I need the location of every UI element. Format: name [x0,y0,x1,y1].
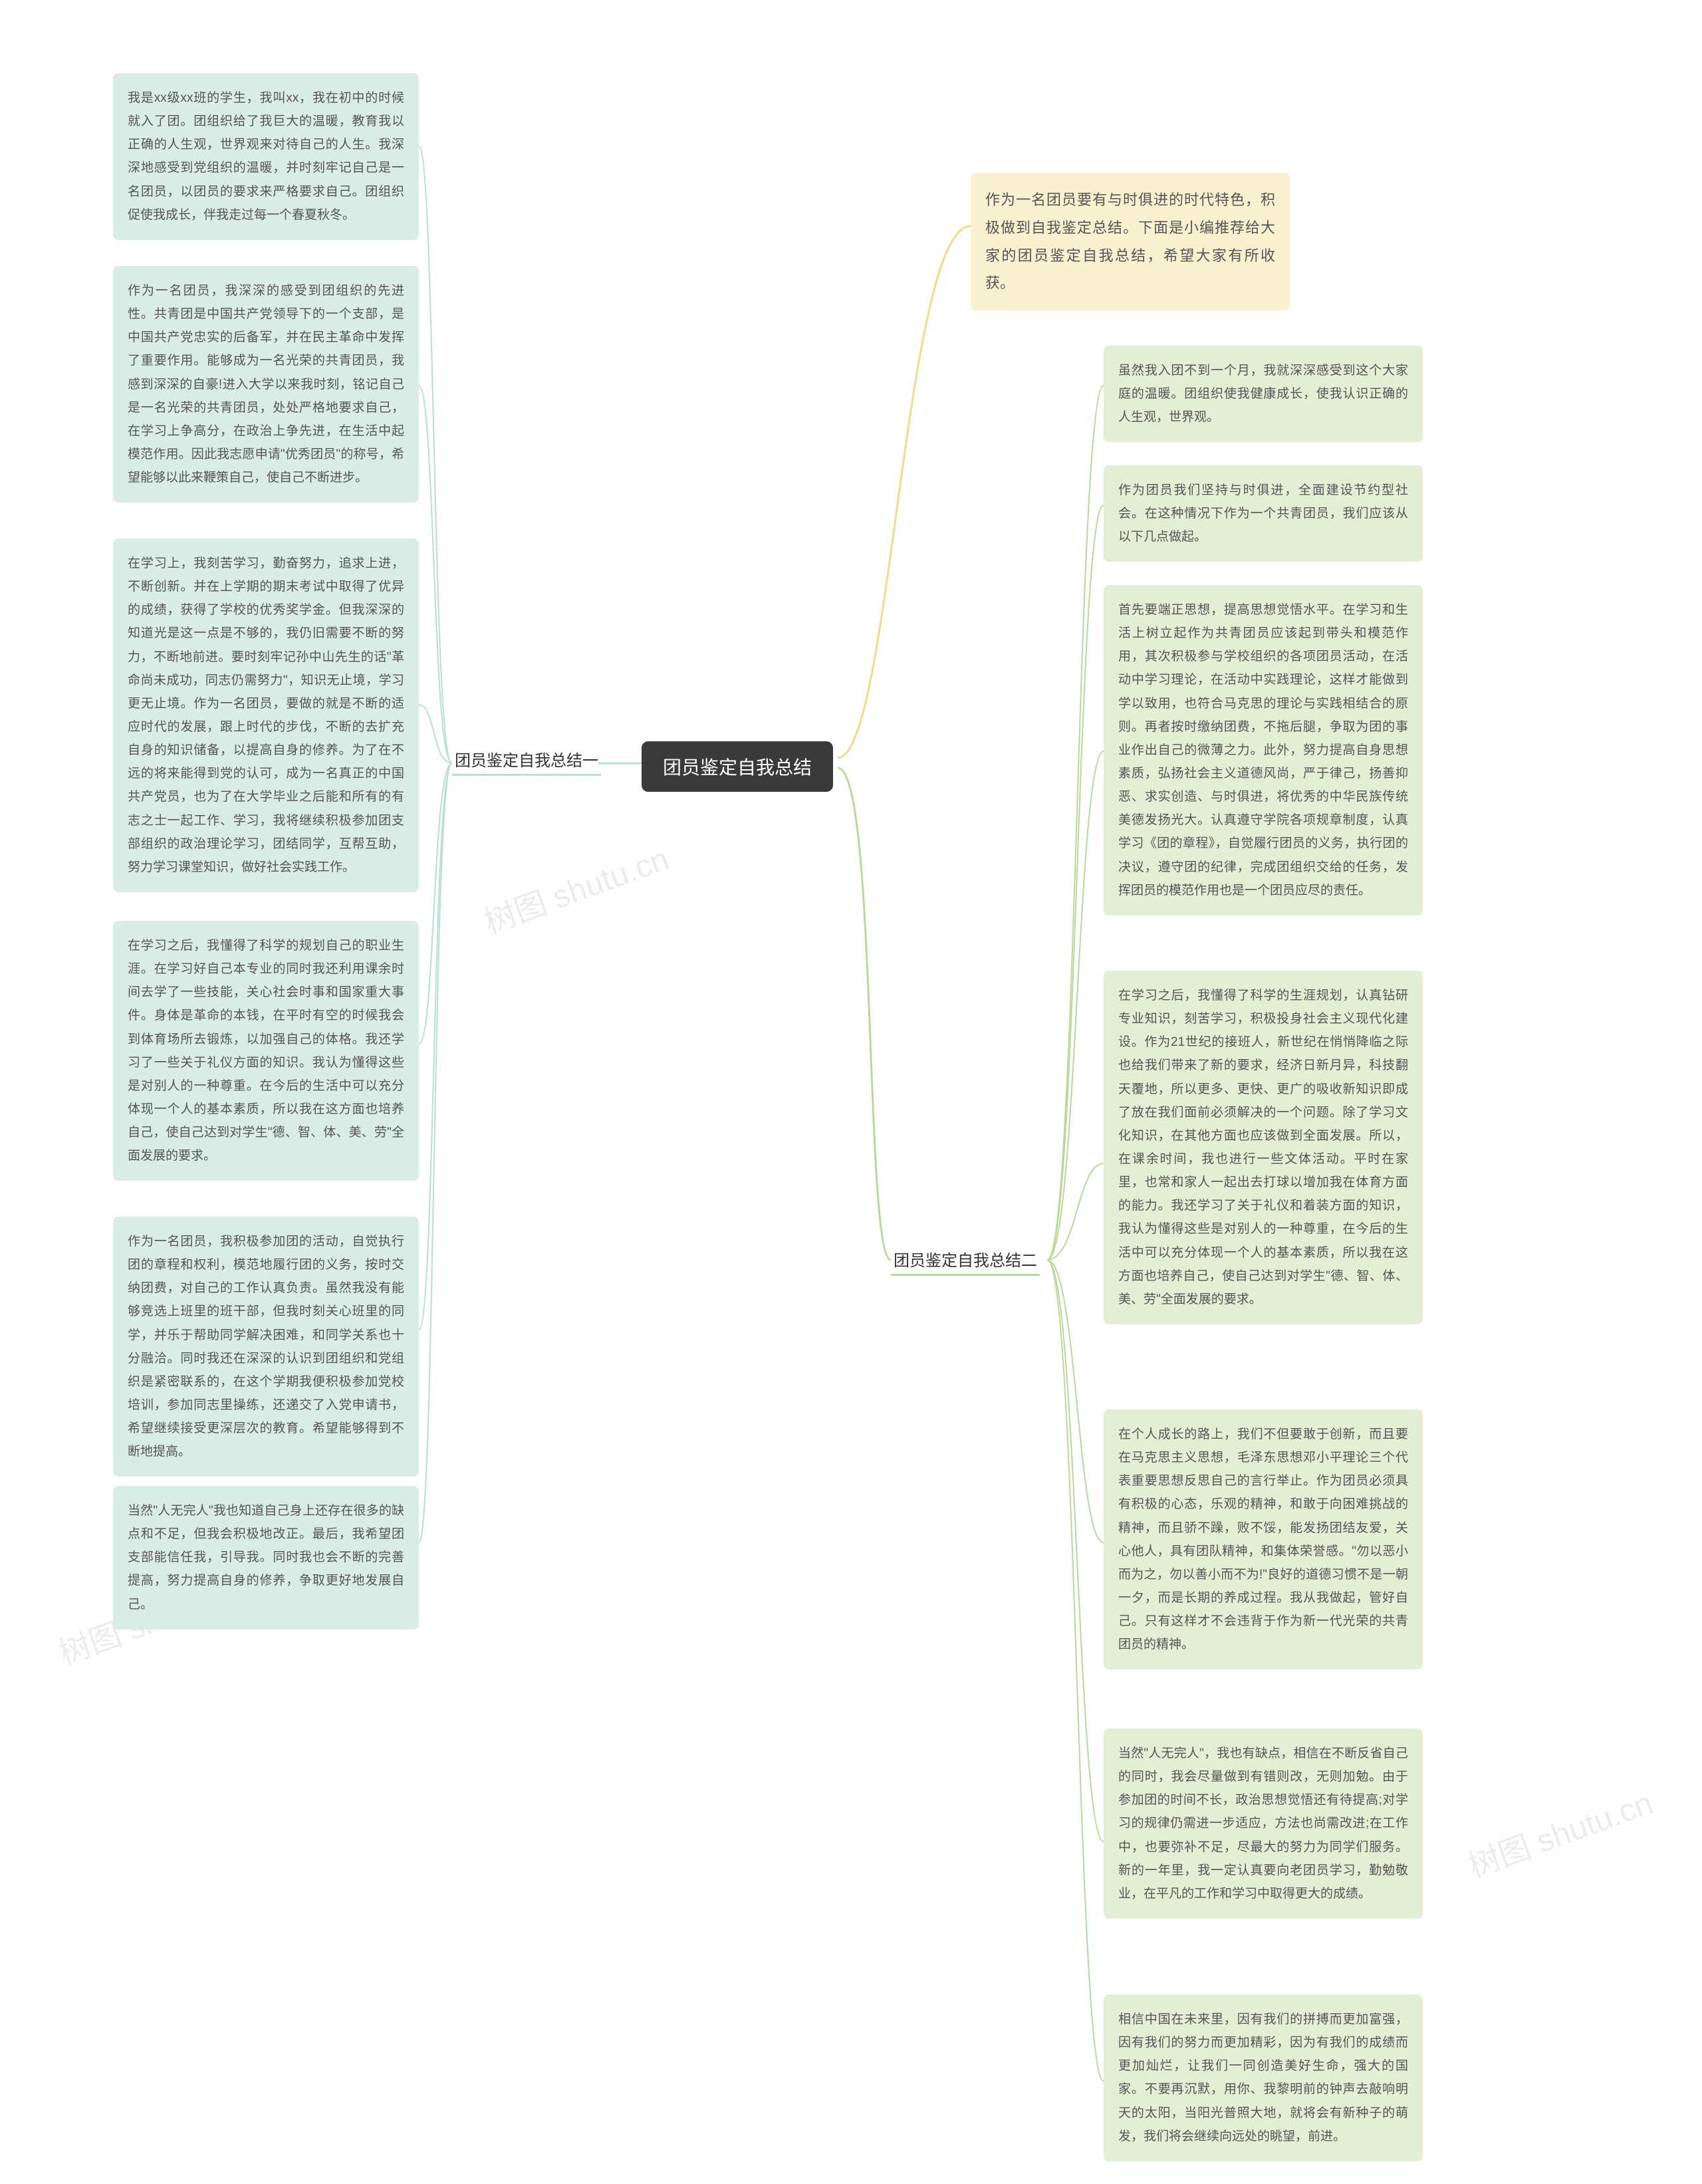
note-card: 首先要端正思想，提高思想觉悟水平。在学习和生活上树立起作为共青团员应该起到带头和… [1104,585,1423,915]
note-card: 在学习之后，我懂得了科学的规划自己的职业生涯。在学习好自己本专业的同时我还利用课… [113,921,419,1181]
note-card: 在学习之后，我懂得了科学的生涯规划，认真钻研专业知识，刻苦学习，积极投身社会主义… [1104,971,1423,1324]
note-card: 作为一名团员，我深深的感受到团组织的先进性。共青团是中国共产党领导下的一个支部，… [113,266,419,503]
branch-left-label[interactable]: 团员鉴定自我总结一 [452,743,601,775]
note-card: 作为一名团员，我积极参加团的活动，自觉执行团的章程和权利，模范地履行团的义务，按… [113,1217,419,1477]
note-card: 当然"人无完人"，我也有缺点，相信在不断反省自己的同时，我会尽量做到有错则改，无… [1104,1729,1423,1919]
note-card: 在个人成长的路上，我们不但要敢于创新，而且要在马克思主义思想，毛泽东思想邓小平理… [1104,1409,1423,1669]
branch-right-bottom-label[interactable]: 团员鉴定自我总结二 [891,1243,1040,1274]
center-node[interactable]: 团员鉴定自我总结 [642,741,833,792]
watermark: 树图 shutu.cn [477,832,674,942]
note-card: 相信中国在未来里，因有我们的拼搏而更加富强，因有我们的努力而更加精彩，因为有我们… [1104,1995,1423,2161]
note-card-intro: 作为一名团员要有与时俱进的时代特色，积极做到自我鉴定总结。下面是小编推荐给大家的… [971,173,1290,310]
note-card: 我是xx级xx班的学生，我叫xx，我在初中的时候就入了团。团组织给了我巨大的温暖… [113,73,419,240]
note-card: 虽然我入团不到一个月，我就深深感受到这个大家庭的温暖。团组织使我健康成长，使我认… [1104,346,1423,442]
note-card: 当然"人无完人"我也知道自己身上还存在很多的缺点和不足，但我会积极地改正。最后，… [113,1486,419,1630]
note-card: 在学习上，我刻苦学习，勤奋努力，追求上进，不断创新。并在上学期的期末考试中取得了… [113,539,419,892]
note-card: 作为团员我们坚持与时俱进，全面建设节约型社会。在这种情况下作为一个共青团员，我们… [1104,465,1423,562]
watermark: 树图 shutu.cn [1461,1776,1658,1886]
